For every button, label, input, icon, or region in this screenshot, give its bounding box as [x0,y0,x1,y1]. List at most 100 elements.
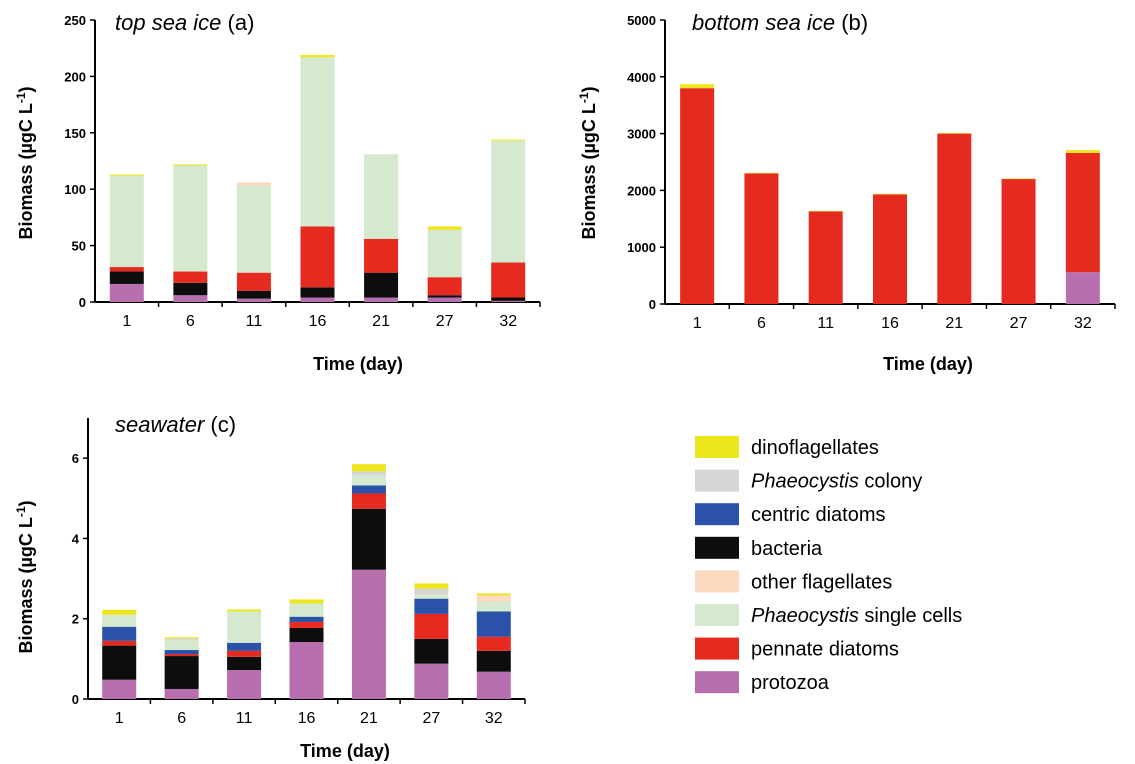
bar-segment-protozoa [1065,272,1100,304]
bar-segment-phaeo-single [414,594,449,599]
bar-segment-bacteria [300,287,335,298]
x-tick-label: 32 [1074,315,1092,332]
x-tick-label: 6 [757,315,766,332]
bar-segment-pennate [1065,152,1100,273]
bar-segment-centric [414,598,449,614]
bar-segment-pennate [808,211,843,304]
legend-label-phaeo-colony: Phaeocystis colony [751,471,922,493]
x-tick-label: 16 [298,710,316,727]
y-tick-label: 2000 [627,183,656,198]
panel-title: top sea ice (a) [115,10,254,35]
bar-segment-centric [289,616,324,622]
x-tick-label: 11 [236,710,253,727]
legend-label-other-flag: other flagellates [751,571,892,593]
x-tick-label: 16 [881,315,899,332]
y-tick-label: 4000 [627,70,656,85]
legend-label-phaeo-single: Phaeocystis single cells [751,605,962,627]
bar-segment-dinoflagellates [109,174,144,176]
y-tick-label: 250 [64,13,86,28]
x-tick-label: 1 [693,315,702,332]
bar-segment-pennate [109,267,144,272]
bar-segment-pennate [680,88,715,304]
panel-title: bottom sea ice (b) [692,10,868,35]
y-tick-label: 0 [79,295,86,310]
bar-segment-pennate [427,277,462,296]
bar-segment-phaeo-single [427,229,462,278]
legend-label-protozoa: protozoa [751,672,830,694]
bar-segment-pennate [476,636,511,651]
bar-segment-centric [476,611,511,637]
bar-segment-dinoflagellates [102,609,137,615]
bar-segment-pennate [351,493,386,509]
y-tick-label: 3000 [627,127,656,142]
bar-segment-pennate [173,271,208,283]
x-tick-label: 27 [422,710,440,727]
y-tick-label: 5000 [627,13,656,28]
bar-segment-protozoa [289,641,324,699]
legend-label-pennate: pennate diatoms [751,639,899,661]
legend-swatch-protozoa [695,671,739,694]
x-tick-label: 1 [122,313,131,330]
bar-segment-dinoflagellates [476,593,511,596]
bar-segment-protozoa [236,298,271,302]
bar-segment-bacteria [476,650,511,672]
legend-swatch-other-flag [695,570,739,593]
bar-segment-dinoflagellates [173,164,208,166]
x-tick-label: 1 [115,710,124,727]
panel-title: seawater (c) [115,412,236,437]
legend-swatch-phaeo-colony [695,469,739,492]
legend-label-centric: centric diatoms [751,504,886,526]
bar-segment-bacteria [289,627,324,642]
bar-segment-pennate [236,272,271,291]
bar-segment-protozoa [173,295,208,302]
bar-segment-pennate [102,640,137,646]
bar-segment-bacteria [164,656,199,689]
x-tick-label: 11 [817,315,834,332]
bar-segment-pennate [227,650,262,657]
bar-segment-phaeo-single [351,475,386,486]
bar-segment-pennate [873,194,907,304]
bar-segment-phaeo-colony [351,471,386,476]
bar-segment-pennate [289,621,324,628]
bar-segment-dinoflagellates [300,54,335,58]
bar-segment-phaeo-colony [414,588,449,595]
bar-segment-other-flag [236,182,271,186]
bar-segment-dinoflagellates [1065,150,1100,153]
y-tick-label: 200 [64,69,86,84]
bar-segment-pennate [491,262,526,298]
bar-segment-bacteria [173,282,208,296]
panel-seawater: seawater (c) Time (day) Biomass (µgC L-1… [14,412,526,761]
bar-segment-pennate [744,173,779,304]
bar-segment-phaeo-single [289,603,324,617]
y-tick-label: 50 [72,239,86,254]
bar-segment-pennate [300,226,335,288]
bar-segment-bacteria [491,297,526,301]
x-tick-label: 21 [360,710,378,727]
legend-label-dinoflagellates: dinoflagellates [751,437,879,459]
bar-segment-pennate [414,613,449,639]
bar-segment-bacteria [227,656,262,671]
bar-segment-phaeo-single [364,154,399,239]
bar-segment-dinoflagellates [1001,178,1036,180]
bar-segment-bacteria [427,295,462,298]
bar-segment-centric [102,626,137,641]
legend-swatch-pennate [695,637,739,660]
y-tick-label: 1000 [627,240,656,255]
bar-segment-centric [351,485,386,494]
bar-segment-phaeo-colony [164,638,199,640]
y-axis-label: Biomass (µgC L-1) [14,86,36,239]
bar-segment-dinoflagellates [227,609,262,612]
bar-segment-pennate [937,133,972,304]
y-tick-label: 6 [72,451,79,466]
y-axis-label: Biomass (µgC L-1) [14,500,36,653]
bar-segment-protozoa [427,297,462,302]
x-tick-label: 32 [499,313,517,330]
x-tick-label: 6 [177,710,186,727]
y-tick-label: 100 [64,182,86,197]
bar-segment-protozoa [109,283,144,302]
x-axis-label: Time (day) [883,354,973,374]
bar-segment-phaeo-single [236,185,271,273]
y-tick-label: 4 [72,531,80,546]
bar-segment-bacteria [414,638,449,664]
